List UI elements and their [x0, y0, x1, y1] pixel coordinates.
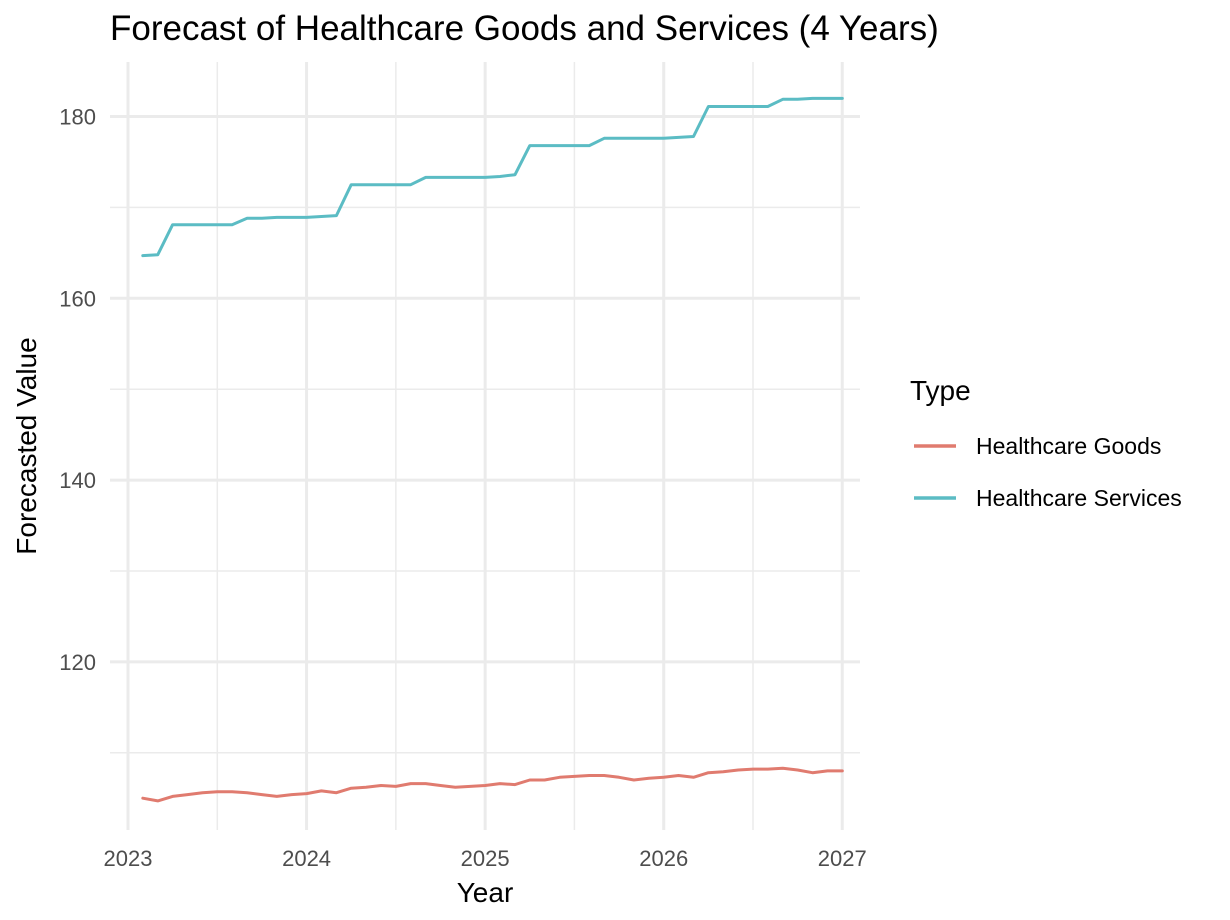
x-tick-label: 2024	[282, 846, 331, 871]
series-line-healthcare-goods	[141, 766, 844, 803]
legend: Type Healthcare Goods Healthcare Services	[910, 375, 1182, 511]
x-axis-ticks: 2023 2024 2025 2026 2027	[104, 846, 867, 871]
x-tick-label: 2025	[461, 846, 510, 871]
legend-items: Healthcare Goods Healthcare Services	[914, 433, 1182, 511]
x-tick-label: 2023	[104, 846, 153, 871]
y-tick-label: 180	[59, 105, 96, 130]
series-line-healthcare-services	[141, 96, 844, 258]
x-axis-title: Year	[457, 877, 514, 908]
y-tick-label: 120	[59, 650, 96, 675]
x-tick-label: 2026	[639, 846, 688, 871]
y-tick-label: 160	[59, 286, 96, 311]
x-tick-label: 2027	[818, 846, 867, 871]
y-tick-label: 140	[59, 468, 96, 493]
legend-label: Healthcare Services	[976, 485, 1182, 511]
y-axis-title: Forecasted Value	[11, 337, 42, 554]
legend-label: Healthcare Goods	[976, 433, 1161, 459]
chart-title: Forecast of Healthcare Goods and Service…	[110, 9, 939, 48]
major-gridlines	[110, 62, 860, 830]
series-lines	[141, 96, 844, 803]
legend-title: Type	[910, 375, 971, 406]
y-axis-ticks: 120 140 160 180	[59, 105, 96, 675]
